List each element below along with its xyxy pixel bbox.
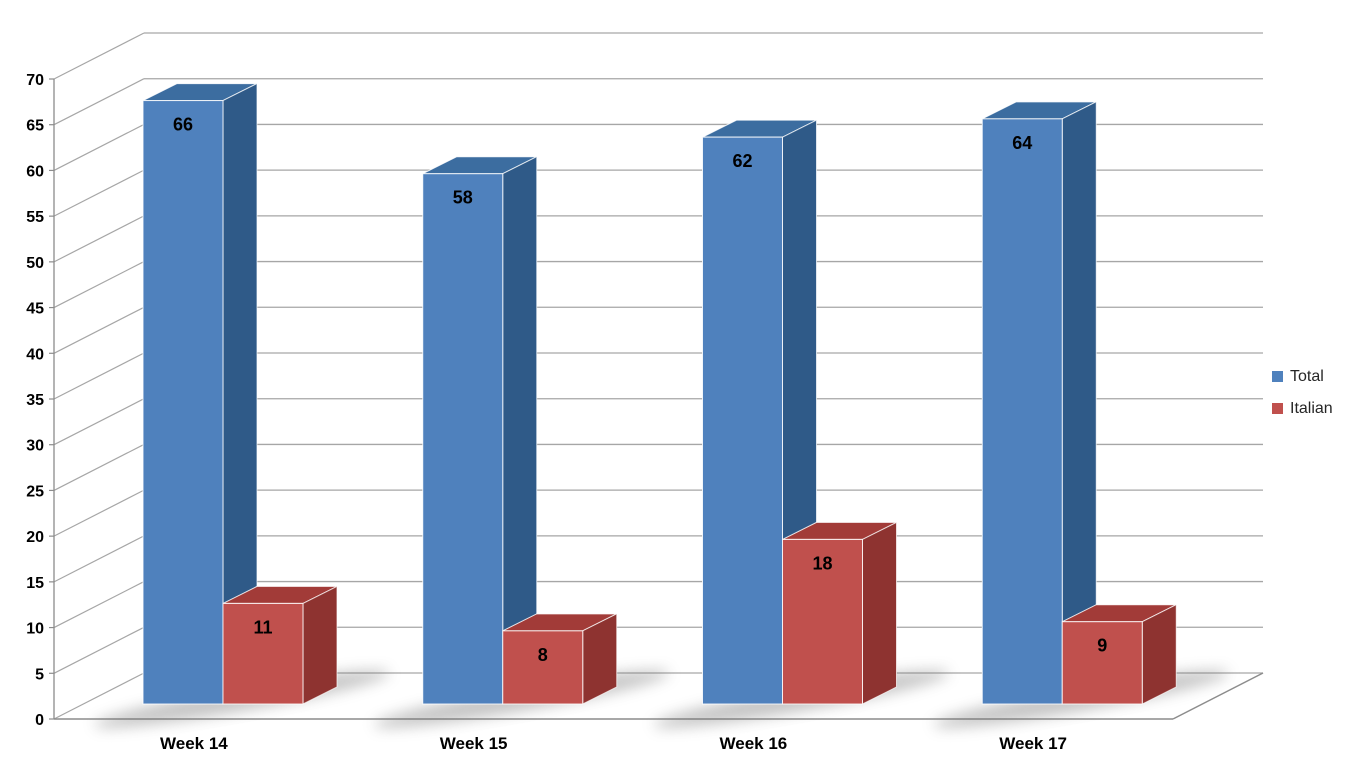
bar-front-face (1061, 621, 1143, 705)
bar-value-label: 66 (173, 115, 193, 135)
bar-front-face (502, 630, 584, 705)
sidewall-gridline-y-60 (53, 123, 145, 171)
y-axis-label-10: 10 (26, 621, 44, 638)
bar-front-face (782, 538, 863, 705)
bar-value-label: 11 (253, 617, 272, 637)
data-labels: 66 11 58 8 62 18 64 9 (173, 115, 1107, 665)
y-axis-label-30: 30 (26, 438, 44, 455)
x-axis-labels: Week 14 Week 15 Week 16 Week 17 (160, 734, 1067, 753)
bar-total-week-15 (422, 155, 538, 705)
bar-total-week-17 (981, 101, 1097, 705)
bar-value-label: 62 (732, 151, 752, 171)
y-axis-label-70: 70 (26, 72, 44, 89)
bar-value-label: 64 (1012, 133, 1032, 153)
chart-legend: Total Italian (1272, 366, 1333, 419)
bar-value-label: 18 (812, 553, 832, 573)
sidewall-gridline-y-70 (53, 32, 145, 80)
y-axis-label-55: 55 (26, 209, 44, 226)
y-axis-label-20: 20 (26, 529, 44, 546)
legend-label-total: Total (1290, 368, 1324, 385)
bar-front-face (702, 136, 783, 705)
y-axis-label-25: 25 (26, 483, 44, 500)
bar-side-face (862, 521, 897, 705)
sidewall-gridline-y-10 (53, 581, 145, 629)
sidewall-gridline-y-5 (53, 626, 145, 674)
x-axis-label-week-15: Week 15 (440, 734, 508, 753)
sidewall-gridline-y-15 (53, 535, 145, 583)
sidewall-gridline-y-50 (53, 215, 145, 263)
sidewall-gridline-y-65 (53, 78, 145, 126)
y-axis-label-50: 50 (26, 255, 44, 272)
bar-value-label: 58 (453, 188, 473, 208)
bar-italian-week-14 (222, 585, 338, 705)
bar-total-week-14 (142, 82, 258, 705)
bar-italian-week-17 (1061, 603, 1177, 705)
bar-side-face (1141, 603, 1177, 705)
legend-swatch-italian (1272, 403, 1283, 414)
bar-front-face (222, 602, 304, 705)
legend-item-italian: Italian (1272, 398, 1333, 419)
bar-front-face (981, 118, 1063, 705)
y-axis-label-0: 0 (35, 712, 44, 729)
bar-front-face (142, 100, 224, 705)
y-axis-label-45: 45 (26, 301, 44, 318)
y-axis-labels: 0 5 10 15 20 25 30 35 40 45 50 55 60 65 70 (26, 72, 44, 729)
legend-item-total: Total (1272, 366, 1333, 387)
bar-value-label: 8 (538, 645, 548, 665)
x-axis-label-week-14: Week 14 (160, 734, 228, 753)
y-axis-label-15: 15 (26, 575, 44, 592)
sidewall-gridline-y-55 (53, 169, 145, 217)
y-axis-label-65: 65 (26, 118, 44, 135)
floor-right-edge (1172, 672, 1264, 720)
x-axis-label-week-16: Week 16 (720, 734, 788, 753)
bar-value-label: 9 (1097, 636, 1107, 656)
sidewall-gridline-y-25 (53, 443, 145, 491)
y-axis-label-60: 60 (26, 163, 44, 180)
bars (142, 82, 1177, 705)
y-axis-label-40: 40 (26, 346, 44, 363)
x-axis-label-week-17: Week 17 (999, 734, 1067, 753)
legend-swatch-total (1272, 371, 1283, 382)
y-axis-label-5: 5 (35, 666, 44, 683)
sidewall-gridline-y-20 (53, 489, 145, 537)
y-axis-label-35: 35 (26, 392, 44, 409)
bar-italian-week-16 (782, 521, 897, 705)
bar-front-face (422, 173, 504, 705)
sidewall-gridline-y-0 (53, 672, 145, 720)
sidewall-gridline-y-35 (53, 352, 145, 400)
legend-label-italian: Italian (1290, 400, 1333, 417)
bar-italian-week-15 (502, 613, 618, 705)
sidewall-gridline-y-45 (53, 261, 145, 309)
sidewall-gridline-y-40 (53, 306, 145, 354)
bar-side-face (302, 585, 338, 705)
sidewall-gridline-y-30 (53, 398, 145, 446)
